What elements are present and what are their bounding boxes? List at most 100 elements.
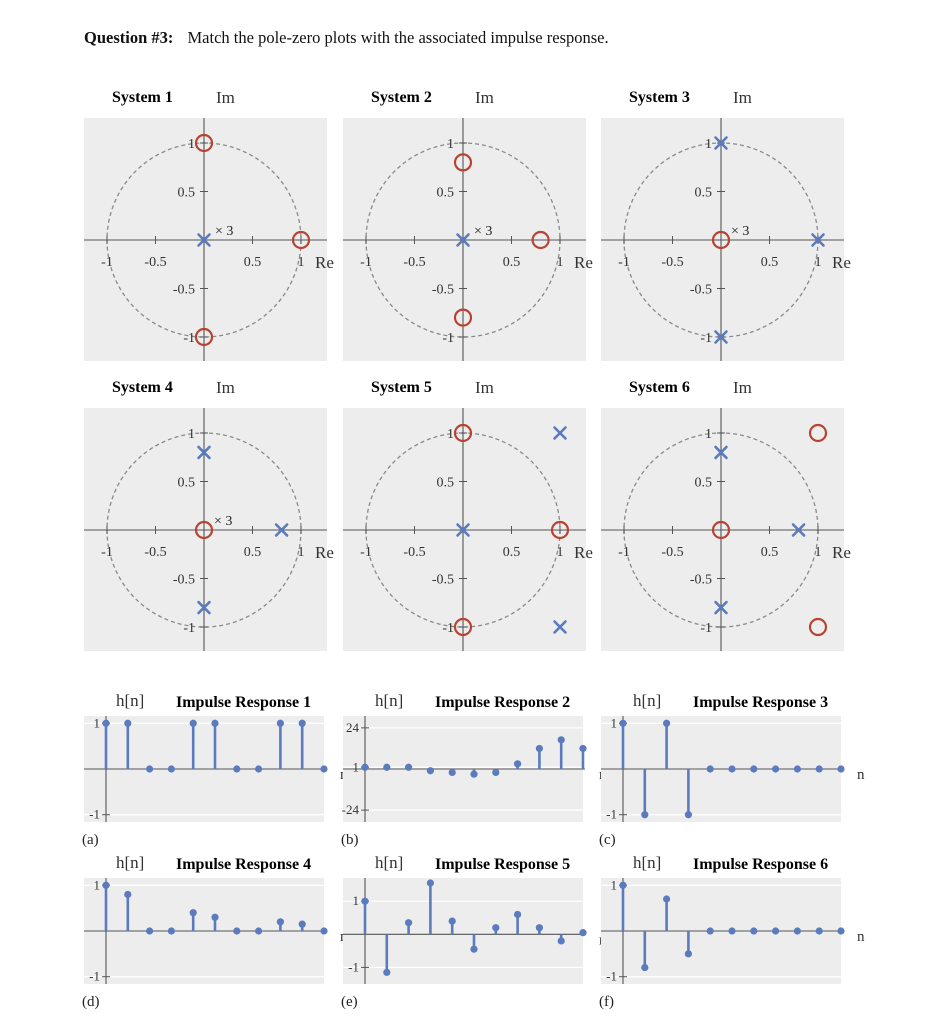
x-tick-label: 0.5 (761, 545, 779, 560)
stem-marker (514, 760, 522, 768)
y-tick-label: -1 (183, 621, 195, 636)
stem-marker (706, 765, 714, 773)
re-axis-label: Re (832, 253, 851, 272)
response-letter: (a) (82, 832, 99, 848)
x-tick-label: -1 (101, 255, 113, 270)
stem-marker (320, 765, 328, 773)
pole-multiplicity: × 3 (215, 224, 233, 239)
zero-marker (550, 520, 570, 540)
y-tick-label: 1 (705, 427, 712, 442)
pole-zero-plot-4: System 4 Im Re -1 -0.5 0.5 1 1 0.5 -0.5 -1 × 3 (84, 378, 334, 651)
y-tick-label: 0.5 (437, 476, 455, 491)
re-axis-label: Re (574, 543, 593, 562)
x-tick-label: -0.5 (403, 545, 425, 560)
x-tick-label: -0.5 (403, 255, 425, 270)
zero-marker (194, 520, 214, 540)
stem-marker (663, 895, 671, 903)
y-tick-label: 1 (705, 137, 712, 152)
y-tick-label: 1 (611, 877, 618, 892)
stem-marker (233, 927, 241, 935)
zero-marker (531, 230, 550, 250)
y-tick-label: 1 (188, 427, 195, 442)
question-text: Match the pole-zero plots with the assoc… (187, 28, 609, 47)
stem-marker (492, 768, 500, 777)
y-tick-label: 24 (346, 720, 360, 735)
impulse-title: Impulse Response 2 (435, 694, 570, 711)
plot-background (343, 878, 583, 984)
x-tick-label: -1 (618, 545, 630, 560)
x-tick-label: -1 (360, 545, 372, 560)
pole-marker (456, 233, 470, 247)
re-axis-label: Re (832, 543, 851, 562)
stem-marker (276, 719, 284, 727)
y-tick-label: -1 (442, 621, 454, 636)
stem-marker (684, 811, 693, 819)
y-tick-label: 1 (94, 877, 101, 892)
im-axis-label: Im (216, 378, 235, 397)
stem-marker (470, 770, 478, 778)
stem-marker (619, 719, 627, 727)
stem-marker (470, 945, 478, 953)
x-tick-label: -1 (360, 255, 372, 270)
stem-marker (146, 765, 154, 773)
y-tick-label: -0.5 (173, 573, 195, 588)
y-tick-label: -1 (606, 969, 617, 984)
zero-marker (453, 423, 473, 443)
stem-marker (124, 890, 132, 899)
stem-marker (383, 763, 391, 771)
x-tick-label: -0.5 (661, 255, 683, 270)
system-title: System 6 (629, 379, 690, 396)
im-axis-label: Im (216, 88, 235, 107)
x-tick-label: 0.5 (503, 545, 521, 560)
system-title: System 3 (629, 89, 690, 106)
x-tick-label: -1 (618, 255, 630, 270)
zero-marker (711, 520, 731, 540)
stem-marker (837, 765, 845, 773)
pole-marker (714, 600, 728, 615)
im-axis-label: Im (733, 378, 752, 397)
re-axis-label: Re (315, 543, 334, 562)
pole-marker (197, 445, 211, 460)
stem-marker (514, 910, 522, 919)
h-axis-label: h[n] (375, 691, 403, 710)
y-tick-label: -24 (342, 802, 360, 817)
stem-marker (619, 881, 627, 889)
stem-marker (579, 929, 587, 937)
stem-marker (772, 765, 780, 773)
x-tick-label: 1 (557, 255, 564, 270)
stem-marker (124, 719, 132, 727)
system-title: System 1 (112, 89, 173, 106)
stem-marker (255, 927, 263, 935)
stem-marker (793, 765, 802, 773)
stem-marker (706, 927, 714, 935)
im-axis-label: Im (475, 88, 494, 107)
pole-zero-plot-5: System 5 Im Re -1 -0.5 0.5 1 1 0.5 -0.5 -1 (343, 378, 593, 651)
response-letter: (e) (341, 994, 358, 1010)
y-tick-label: 1 (188, 137, 195, 152)
impulse-title: Impulse Response 4 (176, 856, 311, 873)
zero-marker (453, 153, 473, 172)
pole-multiplicity: × 3 (474, 224, 492, 239)
zero-marker (453, 308, 473, 327)
pole-marker (274, 523, 289, 537)
stem-marker (298, 719, 306, 727)
x-tick-label: 1 (815, 545, 822, 560)
y-tick-label: 1 (447, 427, 454, 442)
response-letter: (b) (341, 832, 359, 848)
y-tick-label: 0.5 (695, 476, 713, 491)
y-tick-label: -1 (183, 331, 195, 346)
stem-marker (641, 811, 649, 819)
zero-marker (291, 230, 311, 250)
y-tick-label: -1 (348, 959, 359, 974)
x-tick-label: 0.5 (761, 255, 779, 270)
stem-marker (211, 913, 219, 921)
pole-marker (553, 426, 567, 440)
y-tick-label: -0.5 (173, 283, 195, 298)
stem-marker (793, 927, 802, 935)
x-tick-label: 1 (298, 545, 305, 560)
zero-marker (808, 423, 828, 443)
pole-zero-plot-1: System 1 Im Re -1 -0.5 0.5 1 1 0.5 -0.5 -1 × 3 (84, 88, 334, 361)
y-tick-label: -0.5 (690, 573, 712, 588)
stem-marker (426, 767, 434, 775)
h-axis-label: h[n] (116, 853, 144, 872)
